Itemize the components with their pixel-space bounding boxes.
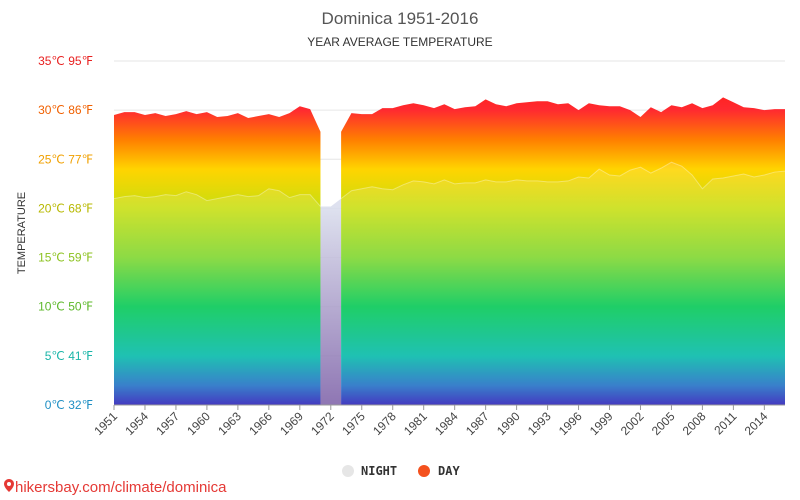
- watermark[interactable]: hikersbay.com/climate/dominica: [4, 479, 226, 496]
- x-tick-label: 1996: [556, 409, 585, 438]
- x-tick-label: 2002: [618, 409, 647, 438]
- map-pin-icon: [4, 479, 14, 496]
- legend-night[interactable]: NIGHT: [342, 464, 397, 478]
- x-tick-label: 2011: [711, 409, 739, 437]
- legend-day[interactable]: DAY: [418, 464, 460, 478]
- legend-day-marker: [418, 465, 430, 477]
- y-tick-label: 0℃ 32℉: [45, 398, 93, 412]
- night-area: [341, 162, 785, 405]
- watermark-text: hikersbay.com/climate/dominica: [15, 479, 227, 496]
- x-tick-label: 1966: [246, 409, 275, 438]
- x-tick-label: 1969: [277, 409, 306, 438]
- x-tick-label: 1957: [153, 409, 182, 438]
- day-area: [341, 97, 785, 405]
- x-tick-label: 1954: [122, 409, 151, 438]
- x-tick-label: 1975: [339, 409, 368, 438]
- night-area: [114, 188, 321, 405]
- x-tick-label: 1981: [401, 409, 430, 438]
- x-tick-label: 1972: [308, 409, 337, 438]
- night-gap-area: [320, 198, 342, 405]
- night-line: [340, 161, 786, 199]
- x-tick-label: 2005: [649, 409, 678, 438]
- x-tick-label: 1963: [215, 409, 244, 438]
- y-tick-label: 15℃ 59℉: [38, 251, 93, 265]
- x-tick-label: 1951: [91, 409, 120, 438]
- x-tick-label: 1978: [370, 409, 399, 438]
- x-tick-label: 1960: [184, 409, 213, 438]
- legend-night-label: NIGHT: [361, 464, 397, 478]
- y-tick-label: 5℃ 41℉: [45, 349, 93, 363]
- x-axis-ticks: 1951 1954 1957 1960 1963 1966 1969 1972 1975 1978…: [91, 404, 785, 438]
- y-axis-ticks: 0℃ 32℉ 5℃ 41℉ 10℃ 50℉ 15℃ 59℉ 20℃ 68℉ 25℃ 77℉…: [38, 54, 93, 412]
- y-tick-label: 30℃ 86℉: [38, 103, 93, 117]
- x-tick-label: 2008: [680, 409, 709, 438]
- x-tick-label: 1999: [587, 409, 616, 438]
- legend-night-marker: [342, 465, 354, 477]
- x-tick-label: 1990: [494, 409, 523, 438]
- y-axis-label: TEMPERATURE: [16, 192, 28, 274]
- chart-subtitle: YEAR AVERAGE TEMPERATURE: [307, 35, 492, 49]
- x-tick-label: 1993: [525, 409, 554, 438]
- y-tick-label: 25℃ 77℉: [38, 152, 93, 166]
- x-tick-label: 2014: [742, 409, 771, 438]
- legend[interactable]: NIGHT DAY: [342, 464, 460, 478]
- x-tick-label: 1984: [432, 409, 461, 438]
- y-tick-label: 10℃ 50℉: [38, 300, 93, 314]
- plot-area: [113, 97, 786, 405]
- chart-title: Dominica 1951-2016: [322, 9, 479, 28]
- y-tick-label: 35℃ 95℉: [38, 54, 93, 68]
- y-tick-label: 20℃ 68℉: [38, 201, 93, 215]
- day-area: [114, 106, 321, 405]
- legend-day-label: DAY: [438, 464, 460, 478]
- x-tick-label: 1987: [463, 409, 492, 438]
- night-line: [113, 188, 321, 207]
